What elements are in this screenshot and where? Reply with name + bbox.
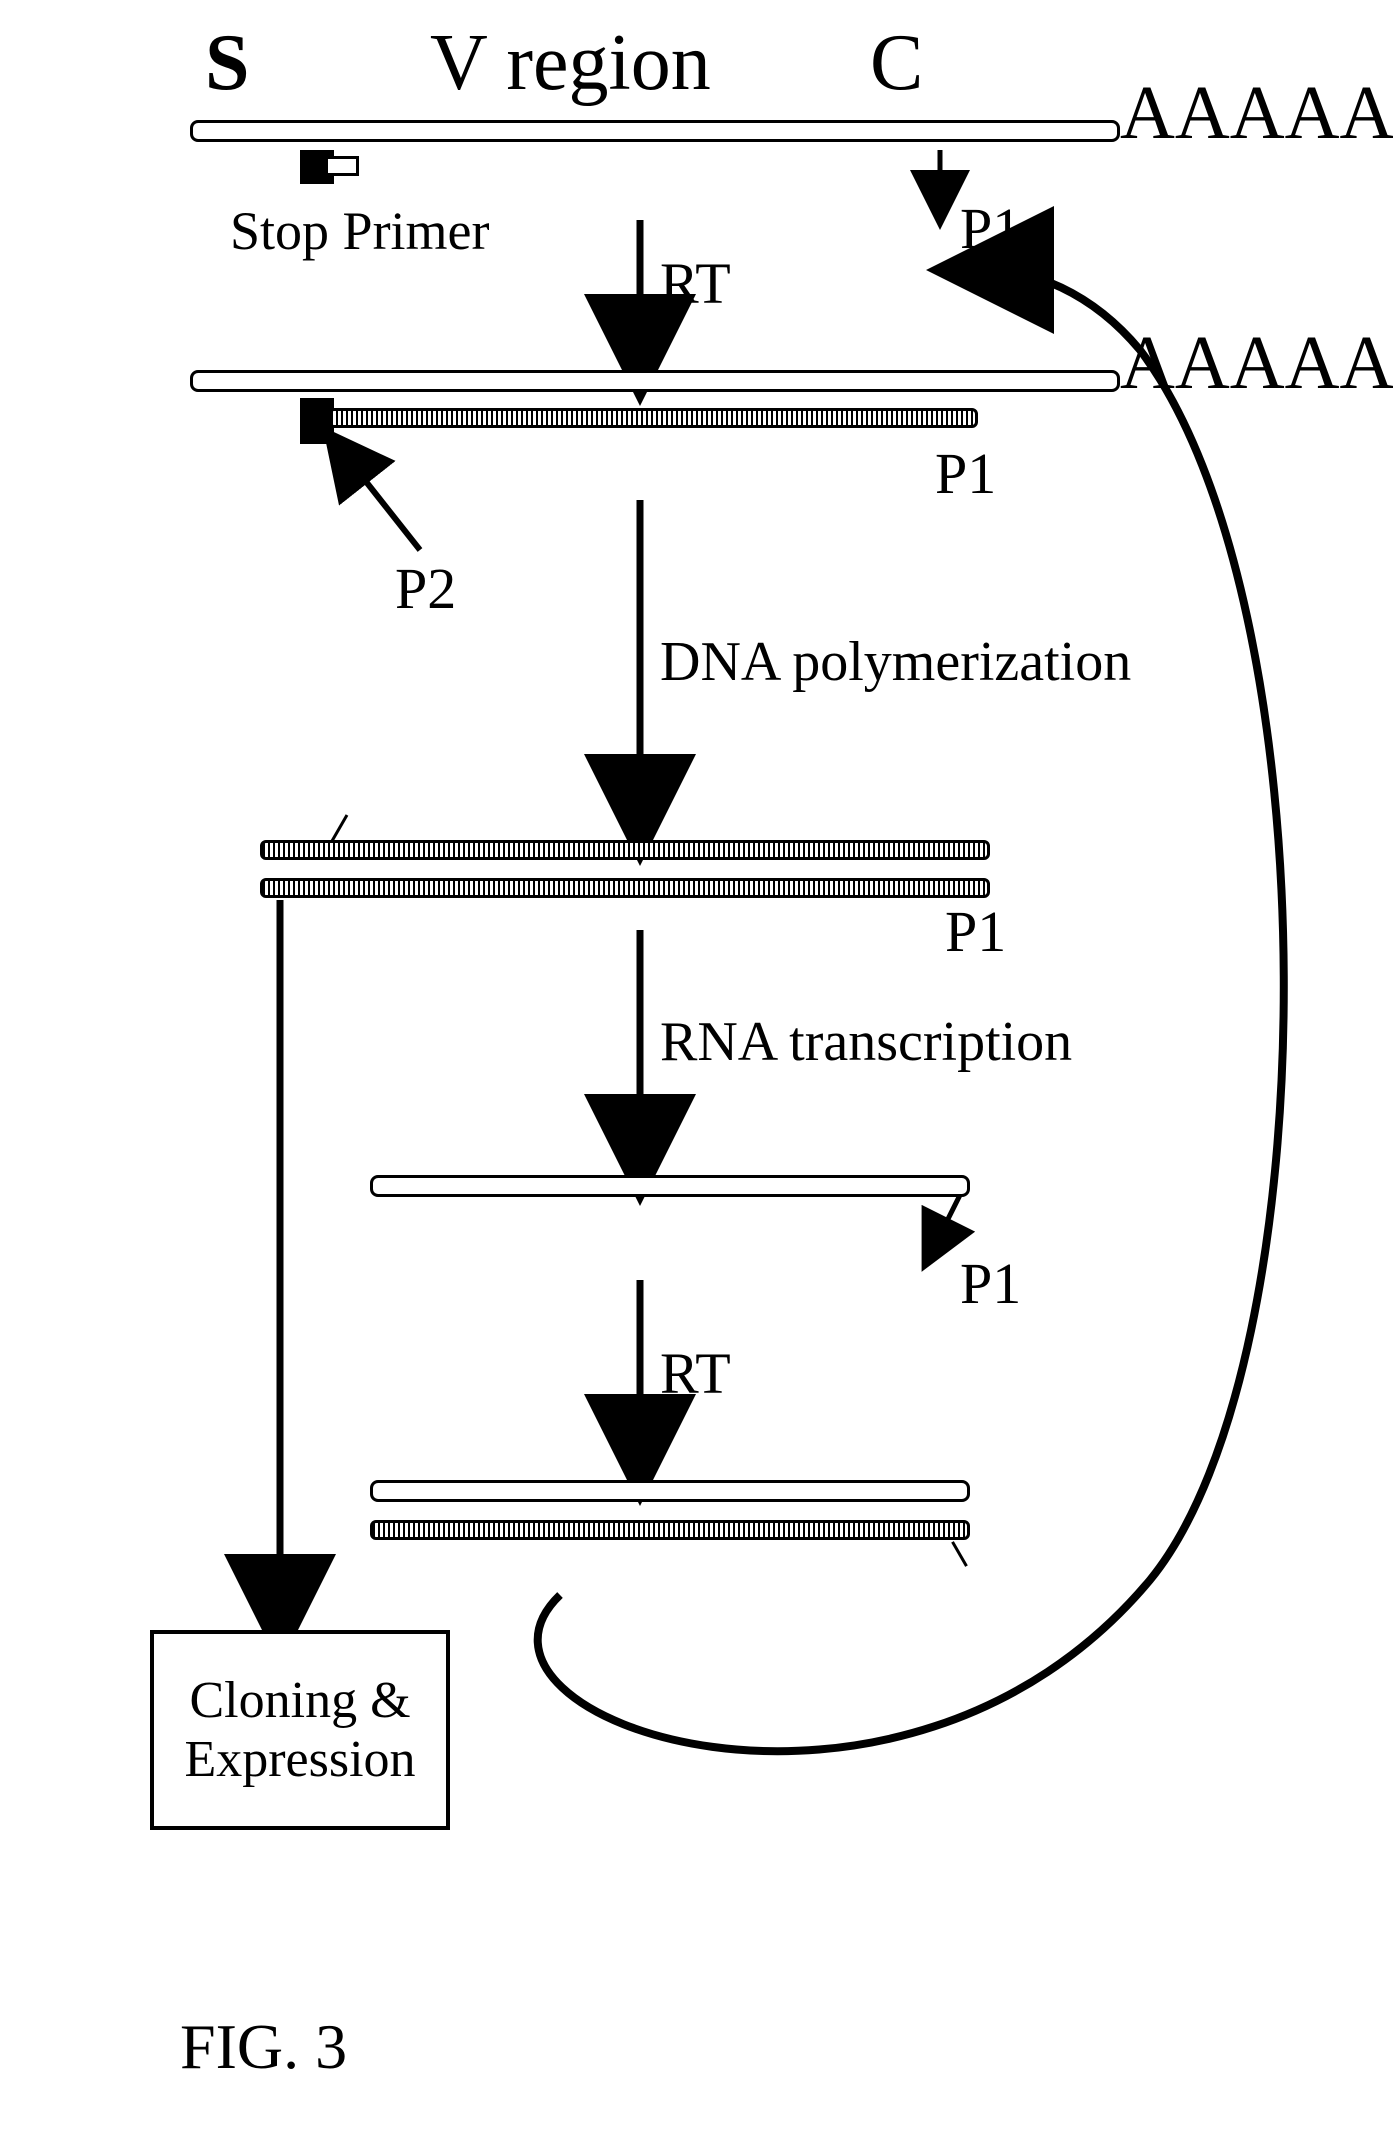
mrna-strand-2: [190, 370, 1120, 392]
label-P1-4: P1: [960, 1250, 1021, 1317]
label-dna-poly: DNA polymerization: [660, 630, 1131, 694]
label-cloning: Cloning &: [154, 1671, 446, 1730]
mrna-strand-1: [190, 120, 1120, 142]
label-P1-3: P1: [945, 898, 1006, 965]
cdna-strand: [328, 408, 978, 428]
dsdna-top: [260, 840, 990, 860]
label-RT-1: RT: [660, 250, 731, 317]
figure-caption: FIG. 3: [180, 2010, 347, 2084]
rt2-bottom-strand: [370, 1520, 970, 1540]
label-RT-2: RT: [660, 1340, 731, 1407]
label-S: S: [205, 18, 250, 109]
label-expression: Expression: [154, 1730, 446, 1789]
label-polyA-1: AAAAA: [1120, 70, 1393, 157]
label-C: C: [870, 18, 923, 109]
ds-tick-left: [331, 814, 349, 841]
cloning-box: Cloning & Expression: [150, 1630, 450, 1830]
rt2-top-strand: [370, 1480, 970, 1502]
label-rna-trans: RNA transcription: [660, 1010, 1072, 1074]
rna-strand: [370, 1175, 970, 1197]
label-stop-primer: Stop Primer: [230, 200, 490, 262]
label-P1-2: P1: [935, 440, 996, 507]
label-Vregion: V region: [430, 18, 711, 109]
stop-primer-tail: [328, 156, 359, 176]
label-P2: P2: [395, 555, 456, 622]
label-P1-1: P1: [960, 195, 1021, 262]
rt2-tick: [951, 1541, 968, 1567]
dsdna-bottom: [260, 878, 990, 898]
label-polyA-2: AAAAA: [1120, 320, 1393, 407]
